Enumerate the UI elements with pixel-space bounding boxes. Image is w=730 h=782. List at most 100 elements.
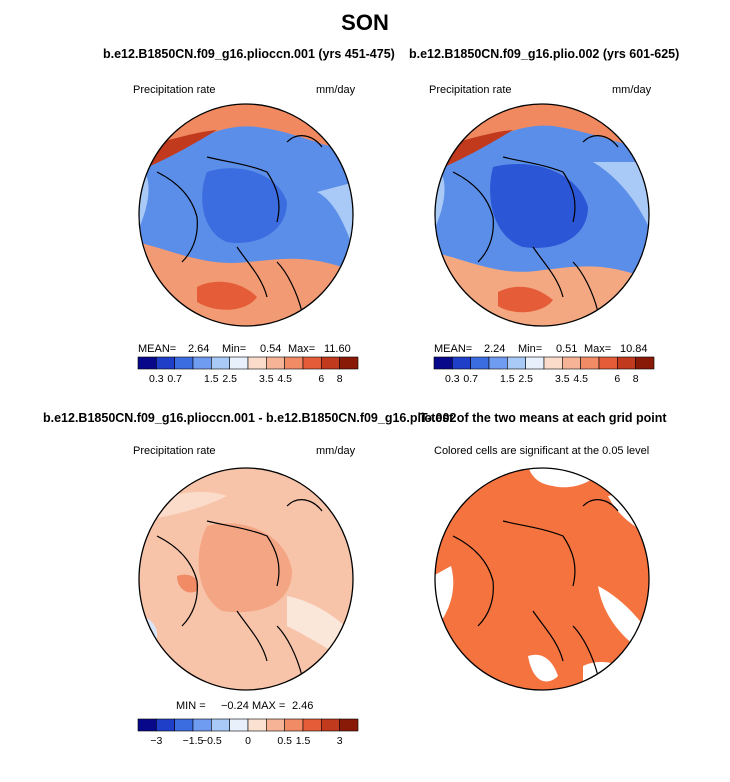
colorbar-swatch bbox=[635, 356, 655, 370]
panel-2-colorbar: 0.3 0.7 1.5 2.5 3.5 4.5 6 8 bbox=[433, 356, 655, 385]
colorbar-swatch bbox=[192, 718, 212, 732]
panel-1-colorbar: 0.3 0.7 1.5 2.5 3.5 4.5 6 8 bbox=[137, 356, 359, 385]
colorbar-tick-label: 0.7 bbox=[463, 373, 478, 385]
colorbar-tick-label: 3.5 bbox=[259, 373, 274, 385]
colorbar-swatch bbox=[266, 718, 285, 732]
panel-1-map-border bbox=[138, 103, 354, 327]
figure-title: SON bbox=[341, 10, 389, 35]
panel-1-title: b.e12.B1850CN.f09_g16.plioccn.001 (yrs 4… bbox=[103, 47, 395, 61]
panel-1-field-core-wet bbox=[139, 130, 217, 172]
panel-4-insignificant-s bbox=[528, 654, 558, 682]
panel-3-min-label: MIN = bbox=[176, 700, 206, 712]
panel-4-subtitle: Colored cells are significant at the 0.0… bbox=[434, 445, 650, 457]
panel-1-coastlines bbox=[156, 135, 323, 313]
colorbar-swatch bbox=[617, 356, 636, 370]
colorbar-swatch bbox=[284, 718, 304, 732]
colorbar-swatch bbox=[266, 356, 285, 370]
colorbar-swatch bbox=[156, 718, 175, 732]
panel-1-variable: Precipitation rate bbox=[133, 84, 216, 96]
colorbar-tick-label: 0.3 bbox=[149, 373, 164, 385]
panel-3-units: mm/day bbox=[316, 445, 356, 457]
colorbar-tick-label: 2.5 bbox=[222, 373, 237, 385]
colorbar-swatch bbox=[321, 356, 340, 370]
panel-3-coastlines bbox=[156, 499, 323, 677]
colorbar-tick-label: 1.5 bbox=[500, 373, 515, 385]
panel-4-map bbox=[434, 467, 650, 691]
panel-2-map-border bbox=[434, 103, 650, 327]
panel-1-max-value: 11.60 bbox=[324, 343, 351, 355]
panel-2-min-label: Min= bbox=[518, 343, 543, 355]
panel-3-min-value: −0.24 bbox=[221, 700, 249, 712]
colorbar-tick-label: 0.5 bbox=[277, 735, 292, 747]
colorbar-swatch bbox=[580, 356, 600, 370]
panel-3-title: b.e12.B1850CN.f09_g16.plioccn.001 - b.e1… bbox=[43, 411, 457, 425]
colorbar-swatch bbox=[339, 356, 359, 370]
colorbar-swatch bbox=[433, 356, 453, 370]
panel-1-max-label: Max= bbox=[288, 343, 316, 355]
panel-2-max-label: Max= bbox=[584, 343, 612, 355]
colorbar-tick-label: 4.5 bbox=[573, 373, 588, 385]
panel-3-field-arctic-increase bbox=[198, 523, 292, 613]
colorbar-tick-label: −0.5 bbox=[201, 735, 222, 747]
colorbar-swatch bbox=[247, 718, 267, 732]
colorbar-swatch bbox=[156, 356, 175, 370]
colorbar-tick-label: 6 bbox=[318, 373, 324, 385]
colorbar-swatch bbox=[211, 356, 230, 370]
panel-2-min-value: 0.51 bbox=[556, 343, 578, 355]
colorbar-tick-label: 3.5 bbox=[555, 373, 570, 385]
colorbar-tick-label: 6 bbox=[614, 373, 620, 385]
panel-3-map bbox=[138, 467, 354, 691]
colorbar-swatch bbox=[321, 718, 340, 732]
panel-3-colorbar: −3 −1.5−0.5 0 0.5 1.5 3 bbox=[137, 718, 359, 747]
panel-3-max-label: MAX = bbox=[252, 700, 286, 712]
panel-2-field-south-wet bbox=[435, 252, 649, 326]
colorbar-swatch bbox=[507, 356, 526, 370]
colorbar-swatch bbox=[284, 356, 304, 370]
colorbar-swatch bbox=[488, 356, 508, 370]
colorbar-swatch bbox=[339, 718, 359, 732]
colorbar-tick-label: 0 bbox=[245, 735, 251, 747]
panel-2-mean-value: 2.24 bbox=[484, 343, 506, 355]
panel-1-mean-label: MEAN= bbox=[138, 343, 177, 355]
panel-2-field-arctic-dry bbox=[490, 163, 588, 248]
panel-2-field-south-peak bbox=[498, 286, 553, 313]
panel-2-coastlines bbox=[452, 135, 619, 313]
panel-2-title: b.e12.B1850CN.f09_g16.plio.002 (yrs 601-… bbox=[409, 47, 680, 61]
colorbar-tick-label: −3 bbox=[150, 735, 162, 747]
panel-3-field-local-peak bbox=[177, 574, 199, 593]
colorbar-swatch bbox=[302, 718, 322, 732]
colorbar-tick-label: 0.3 bbox=[445, 373, 460, 385]
panel-1-mean-value: 2.64 bbox=[188, 343, 210, 355]
panel-1-units: mm/day bbox=[316, 84, 356, 96]
panel-2-max-value: 10.84 bbox=[620, 343, 648, 355]
colorbar-swatch bbox=[302, 356, 322, 370]
panel-3-map-border bbox=[138, 467, 354, 691]
colorbar-swatch bbox=[598, 356, 618, 370]
colorbar-swatch bbox=[229, 718, 249, 732]
panel-2-units: mm/day bbox=[612, 84, 652, 96]
colorbar-swatch bbox=[192, 356, 212, 370]
colorbar-swatch bbox=[452, 356, 471, 370]
panel-4-map-border bbox=[434, 467, 650, 691]
panel-3-variable: Precipitation rate bbox=[133, 445, 216, 457]
panel-2-map bbox=[434, 103, 650, 327]
panel-1-min-label: Min= bbox=[222, 343, 247, 355]
panel-2-field-east-band bbox=[593, 162, 649, 232]
panel-1-min-value: 0.54 bbox=[260, 343, 282, 355]
colorbar-swatch bbox=[137, 356, 157, 370]
colorbar-tick-label: 8 bbox=[337, 373, 343, 385]
colorbar-swatch bbox=[174, 718, 194, 732]
colorbar-swatch bbox=[247, 356, 267, 370]
colorbar-swatch bbox=[137, 718, 157, 732]
colorbar-tick-label: 1.5 bbox=[204, 373, 219, 385]
panel-1-field-south-peak bbox=[197, 281, 257, 310]
panel-3-max-value: 2.46 bbox=[292, 700, 314, 712]
colorbar-swatch bbox=[543, 356, 563, 370]
colorbar-swatch bbox=[562, 356, 581, 370]
panel-2-field-core-wet bbox=[435, 130, 513, 172]
panel-1-map bbox=[138, 103, 354, 327]
colorbar-tick-label: 4.5 bbox=[277, 373, 292, 385]
colorbar-tick-label: −1.5 bbox=[183, 735, 204, 747]
colorbar-swatch bbox=[211, 718, 230, 732]
colorbar-tick-label: 1.5 bbox=[296, 735, 311, 747]
